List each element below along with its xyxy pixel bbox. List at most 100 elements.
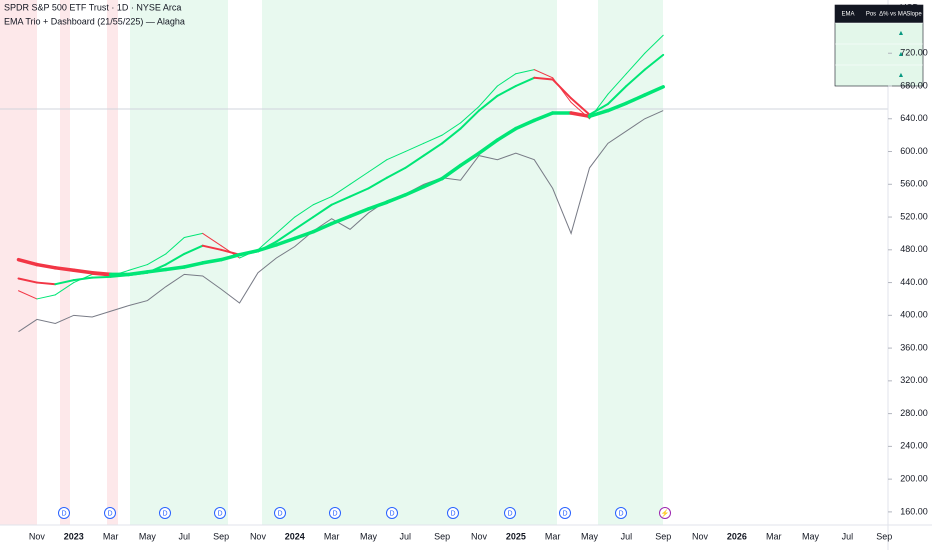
slope-icon: ▲ [898, 30, 905, 37]
dashboard-header-cell: Pos [866, 12, 876, 18]
x-tick-label: Nov [471, 531, 488, 541]
ema-segment [460, 105, 480, 124]
x-tick-label: May [581, 531, 599, 541]
y-tick-label: 720.00 [900, 48, 928, 58]
slope-icon: ▲ [898, 72, 905, 79]
ema-segment [182, 261, 205, 269]
y-tick-label: 560.00 [900, 179, 928, 189]
ema-segment [17, 277, 38, 284]
ema-segment [385, 193, 408, 205]
ema-segment [478, 85, 498, 107]
event-marker [559, 507, 571, 519]
x-tick-label: Jul [842, 531, 854, 541]
x-tick-label: Nov [250, 531, 267, 541]
event-marker-label: D [277, 510, 282, 517]
ema-segment [53, 266, 76, 273]
ema-segment [35, 281, 57, 286]
background-regions [0, 0, 663, 525]
ema-segment [606, 84, 628, 106]
ema-segment [330, 195, 352, 206]
ema-segment [533, 69, 554, 79]
ema-segment [36, 294, 56, 300]
ema-segment [329, 214, 352, 226]
dashboard-header-cell: Δ% vs MA [879, 12, 907, 18]
x-tick-label: Mar [766, 531, 782, 541]
y-tick-label: 320.00 [900, 375, 928, 385]
bearish-region [60, 0, 70, 525]
ema-segment [349, 171, 369, 185]
y-tick-label: 400.00 [900, 310, 928, 320]
indicator-title: EMA Trio + Dashboard (21/55/225) — Alagh… [4, 16, 185, 26]
ema-segment [349, 187, 370, 198]
y-tick-label: 280.00 [900, 408, 928, 418]
ema-segment [200, 257, 223, 265]
ema-segment [331, 183, 351, 198]
event-marker [615, 507, 627, 519]
ema-segment [404, 154, 425, 169]
ema-segment [146, 253, 167, 266]
y-tick-label: 160.00 [900, 506, 928, 516]
y-tick-label: 600.00 [900, 146, 928, 156]
ema-segment [312, 196, 333, 206]
ema-segment [367, 176, 388, 190]
bullish-region [262, 0, 557, 525]
ema-segment [440, 163, 463, 181]
event-marker-label: ⚡ [661, 508, 670, 517]
ema-segment [257, 232, 277, 251]
ema-segment [201, 244, 223, 251]
ema-segment [311, 221, 334, 234]
bullish-region [598, 0, 663, 525]
dashboard-header-cell: Slope [906, 12, 922, 18]
ema-segment [458, 151, 481, 168]
event-marker [329, 507, 341, 519]
ema-segment [293, 216, 315, 231]
event-marker [659, 507, 671, 519]
event-marker [58, 507, 70, 519]
ema-segment [128, 264, 148, 271]
ema-segment [16, 257, 39, 267]
event-marker-label: D [618, 510, 623, 517]
ema-segment [275, 228, 296, 243]
y-tick-label: 480.00 [900, 244, 928, 254]
ema-segment [514, 118, 537, 131]
ema-segment [367, 159, 388, 173]
ema-segment [348, 207, 371, 218]
y-tick-label: 440.00 [900, 277, 928, 287]
event-marker-label: D [507, 510, 512, 517]
x-tick-label: May [139, 531, 157, 541]
event-marker [159, 507, 171, 519]
ema-segment [421, 176, 444, 189]
dashboard-header-cell: EMA [841, 12, 854, 18]
ema-segment [551, 78, 573, 100]
event-marker-label: D [217, 510, 222, 517]
dashboard-header [835, 5, 923, 23]
ema-segment [625, 52, 646, 75]
x-tick-label: May [360, 531, 378, 541]
ema-segment [274, 236, 297, 247]
ema-segment [459, 109, 480, 130]
ema-segment [293, 230, 315, 241]
ema-segment [183, 244, 204, 255]
ema-segment [422, 142, 444, 157]
ema-segment [587, 108, 610, 119]
x-tick-label: 2024 [285, 531, 305, 541]
chart-title: SPDR S&P 500 ETF Trust · 1D · NYSE Arca [4, 2, 181, 12]
ema-segment [403, 184, 426, 197]
ema-segment [18, 290, 38, 300]
ema-segment [624, 93, 647, 105]
ema-segment [91, 275, 112, 279]
ema-segment [404, 142, 425, 153]
y-tick-label: 240.00 [900, 441, 928, 451]
ema-segment [533, 76, 554, 81]
y-tick-label: 520.00 [900, 211, 928, 221]
x-tick-label: 2023 [64, 531, 84, 541]
ema-segment [72, 268, 94, 275]
ema-segment [477, 138, 500, 155]
event-marker-label: D [450, 510, 455, 517]
x-tick-label: May [802, 531, 820, 541]
ema-segment [588, 103, 609, 116]
event-marker-label: D [107, 510, 112, 517]
dashboard: EMA Pos Δ% vs MA Slope ▲ ▲ ▲ [834, 4, 924, 87]
event-marker [104, 507, 116, 519]
ema-segment [165, 237, 185, 255]
